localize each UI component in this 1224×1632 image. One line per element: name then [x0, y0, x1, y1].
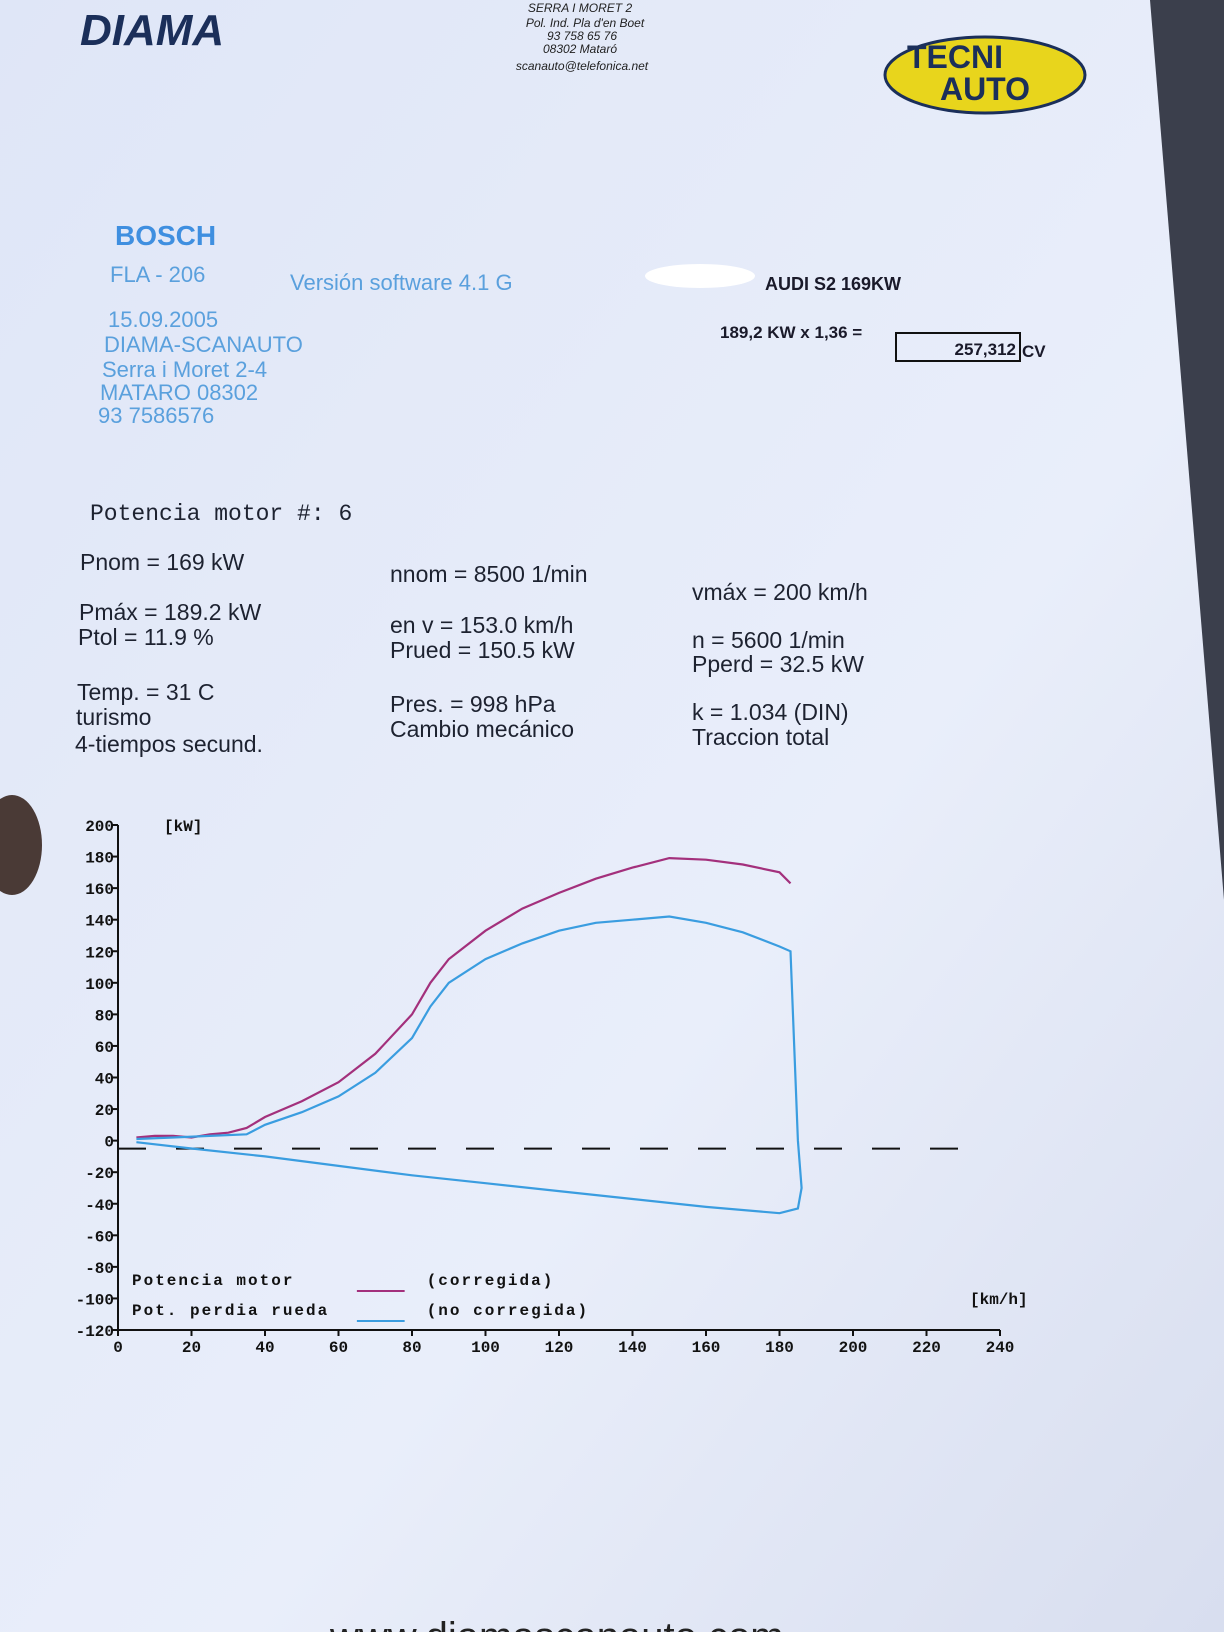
y-axis-label: [kW] — [164, 818, 202, 836]
y-tick-label: 20 — [95, 1102, 114, 1120]
shop-line: 93 7586576 — [98, 403, 214, 428]
legend-text: Pot. perdia rueda — [132, 1302, 329, 1320]
badge — [883, 35, 1087, 115]
shop-info: FLA - 206 Versión software 4.1 G 15.09.2… — [98, 262, 513, 428]
x-tick-label: 140 — [618, 1339, 647, 1357]
param-line: vmáx = 200 km/h — [692, 579, 868, 605]
param-line: Temp. = 31 C — [77, 679, 214, 705]
param-line: Pperd = 32.5 kW — [692, 651, 864, 677]
badge-text: TECNI — [907, 39, 1003, 75]
software: Versión software 4.1 G — [290, 270, 513, 295]
result: 257,312 — [955, 340, 1016, 359]
y-tick-label: -120 — [76, 1323, 114, 1341]
address-line: 93 758 65 76 — [547, 29, 617, 43]
legend-label: (no corregida) — [427, 1302, 589, 1320]
param-line: turismo — [76, 704, 151, 730]
line-series — [136, 856, 792, 1139]
address-line: scanauto@telefonica.net — [516, 59, 649, 73]
thumb — [0, 795, 42, 895]
badge-text: AUTO — [940, 71, 1030, 107]
vehicle: AUDI S2 169KW — [765, 274, 901, 294]
param-line: Pmáx = 189.2 kW — [79, 599, 261, 625]
x-tick-label: 220 — [912, 1339, 941, 1357]
shop-line: MATARO 08302 — [100, 380, 258, 405]
result-unit: CV — [1022, 342, 1046, 361]
y-tick-label: -40 — [85, 1197, 114, 1215]
param-line: Ptol = 11.9 % — [78, 624, 214, 650]
param-line: en v = 153.0 km/h — [390, 612, 573, 638]
y-tick-label: 60 — [95, 1039, 114, 1057]
y-tick-label: 160 — [85, 881, 114, 899]
x-tick-label: 60 — [329, 1339, 348, 1357]
param-line: Pnom = 169 kW — [80, 549, 245, 575]
logo: DIAMA — [80, 6, 224, 55]
shop-line: Serra i Moret 2-4 — [102, 357, 267, 382]
x-tick-label: 120 — [545, 1339, 574, 1357]
y-tick-label: -100 — [76, 1291, 114, 1309]
y-tick-label: -60 — [85, 1228, 114, 1246]
params-title: Potencia motor #: 6 — [90, 501, 352, 527]
param-line: nnom = 8500 1/min — [390, 561, 588, 587]
address-line: SERRA I MORET 2 — [528, 1, 633, 15]
x-tick-label: 240 — [986, 1339, 1015, 1357]
param-line: Prued = 150.5 kW — [390, 637, 575, 663]
x-axis-label: [km/h] — [970, 1291, 1028, 1309]
x-tick-label: 180 — [765, 1339, 794, 1357]
address-line: Pol. Ind. Pla d'en Boet — [526, 16, 645, 30]
legend-label: (corregida) — [427, 1272, 555, 1290]
y-tick-label: 120 — [85, 944, 114, 962]
y-tick-label: 140 — [85, 913, 114, 931]
y-tick-label: 100 — [85, 976, 114, 994]
shop-line: 15.09.2005 — [108, 307, 218, 332]
x-tick-label: 100 — [471, 1339, 500, 1357]
x-tick-label: 20 — [182, 1339, 201, 1357]
param-line: 4-tiempos secund. — [75, 731, 263, 757]
param-line: k = 1.034 (DIN) — [692, 699, 849, 725]
x-tick-label: 160 — [692, 1339, 721, 1357]
y-tick-label: 80 — [95, 1007, 114, 1025]
legend-text: Potencia motor — [132, 1272, 294, 1290]
param-line: Cambio mecánico — [390, 716, 574, 742]
address: SERRA I MORET 2 Pol. Ind. Pla d'en Boet … — [516, 1, 649, 73]
y-tick-label: -80 — [85, 1260, 114, 1278]
x-tick-label: 80 — [402, 1339, 421, 1357]
formula: 189,2 KW x 1,36 = — [720, 323, 862, 342]
y-tick-label: 180 — [85, 850, 114, 868]
model: FLA - 206 — [110, 262, 205, 287]
y-tick-label: 40 — [95, 1071, 114, 1089]
y-tick-label: -20 — [85, 1165, 114, 1183]
shop-line: DIAMA-SCANAUTO — [104, 332, 303, 357]
redaction — [645, 264, 755, 288]
line-series — [136, 915, 803, 1215]
x-tick-label: 200 — [839, 1339, 868, 1357]
param-line: Pres. = 998 hPa — [390, 691, 556, 717]
brand: BOSCH — [115, 220, 216, 251]
y-tick-label: 200 — [85, 818, 114, 836]
param-line: Traccion total — [692, 724, 829, 750]
param-line: n = 5600 1/min — [692, 627, 845, 653]
result-box — [895, 332, 1021, 362]
address-line: 08302 Mataró — [543, 42, 617, 56]
x-tick-label: 40 — [255, 1339, 274, 1357]
x-tick-label: 0 — [113, 1339, 123, 1357]
footer: www.diamascanauto.com — [329, 1615, 784, 1632]
chart: -120 -100 -80 -60 -40 -20 0 20 40 60 80 100 120 140 16… — [76, 818, 1028, 1357]
y-tick-label: 0 — [104, 1134, 114, 1152]
